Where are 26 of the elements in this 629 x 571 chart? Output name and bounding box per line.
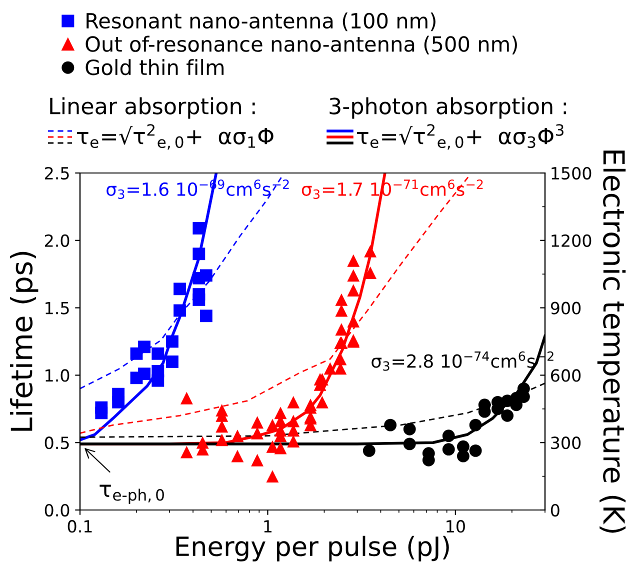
x-tick-label: 10 xyxy=(446,520,465,533)
y2-axis-title: Electronic temperature (K) xyxy=(597,150,626,533)
y2-tick-label: 600 xyxy=(551,369,581,382)
y-tick-label: 0.0 xyxy=(44,504,70,517)
y-tick-label: 0.5 xyxy=(44,436,69,450)
y2-tick-label: 1200 xyxy=(552,234,592,247)
y-tick-label: 1.0 xyxy=(46,369,70,382)
y2-tick-label: 0 xyxy=(550,504,560,517)
y2-tick-label: 900 xyxy=(550,302,581,314)
text: Linear absorption : xyxy=(50,97,255,119)
annotation: τ$_{e‐ph,0}$ xyxy=(100,484,164,504)
x-axis-title: Energy per pulse (pJ) xyxy=(176,536,449,562)
y-tick-label: 2.0 xyxy=(44,234,70,247)
y-axis-title: Lifetime (ps) xyxy=(10,252,38,431)
x-tick-label: 0.1 xyxy=(68,520,92,533)
y2-tick-label: 1500 xyxy=(552,166,592,180)
x-tick-label: 1 xyxy=(264,520,272,532)
legend-label: Gold thin film xyxy=(86,59,224,76)
legend-label: Out of-resonance nano-antenna (500 nm) xyxy=(86,36,517,54)
text: 3-photon absorption : xyxy=(330,97,566,119)
text: τ$_{e}$=√τ$^{2}$$_{e,0}$+ ασ$_{3}$Φ$^{3}$ xyxy=(357,124,564,150)
y-tick-label: 1.5 xyxy=(46,302,69,314)
legend-label: Resonant nano-antenna (100 nm) xyxy=(86,12,436,32)
y2-tick-label: 300 xyxy=(551,436,581,450)
text: τ$_{e}$=√τ$^{2}$$_{e,0}$+ ασ$_{1}$Φ xyxy=(77,124,274,150)
y-tick-label: 2.5 xyxy=(44,166,69,180)
